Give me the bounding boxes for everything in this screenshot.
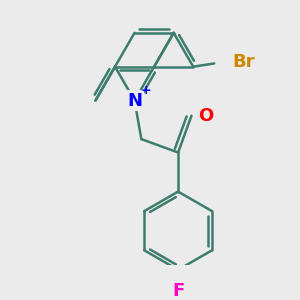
Text: +: + — [141, 84, 151, 97]
Text: Br: Br — [233, 52, 255, 70]
Text: O: O — [198, 107, 213, 125]
Text: N: N — [127, 92, 142, 110]
Text: F: F — [172, 282, 184, 300]
